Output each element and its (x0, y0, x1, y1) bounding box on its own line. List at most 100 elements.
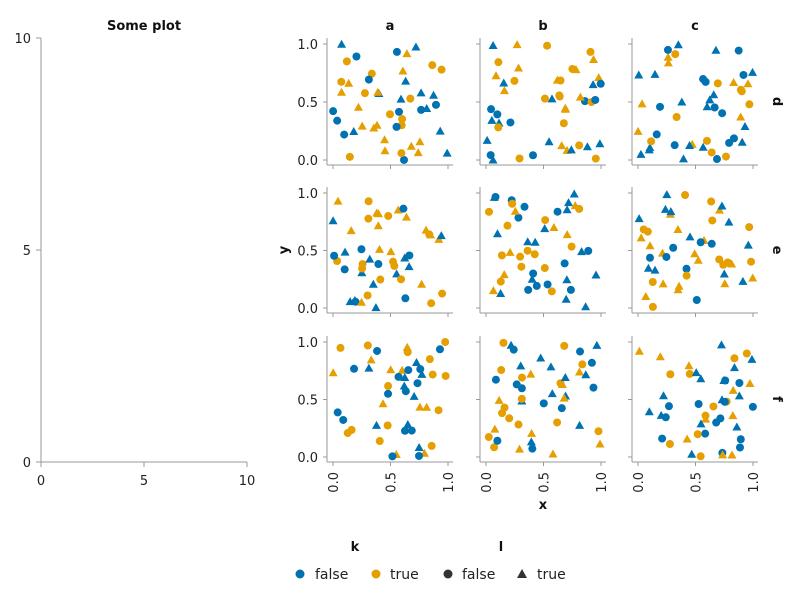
data-point-triangle (658, 279, 668, 288)
data-point-triangle (549, 222, 559, 231)
data-point-circle (560, 259, 569, 268)
data-point-circle (669, 243, 678, 252)
data-point-circle (656, 102, 665, 111)
data-point-circle (500, 403, 509, 412)
data-point-triangle (442, 148, 452, 157)
data-point-triangle (728, 385, 738, 394)
data-point-circle (693, 430, 702, 439)
data-point-triangle (716, 340, 726, 349)
data-point-circle (646, 253, 655, 262)
data-point-triangle (634, 346, 644, 355)
data-point-triangle (634, 70, 644, 79)
panel-x-tick-label: 1.0 (595, 472, 610, 493)
data-point-triangle (492, 229, 502, 238)
data-point-triangle (684, 361, 694, 370)
data-point-circle (484, 207, 493, 216)
data-point-circle (745, 100, 754, 109)
data-point-triangle (740, 122, 750, 131)
data-point-triangle (743, 240, 753, 249)
data-point-circle (734, 46, 743, 55)
data-point-triangle (663, 52, 673, 61)
data-point-triangle (547, 389, 557, 398)
panel-x-tick-label: 0.5 (385, 472, 400, 493)
data-point-triangle (705, 95, 715, 104)
data-point-triangle (575, 92, 585, 101)
data-point-triangle (397, 365, 407, 374)
data-point-triangle (663, 58, 673, 67)
data-point-circle (493, 110, 502, 119)
data-point-circle (486, 151, 495, 160)
data-point-circle (496, 277, 505, 286)
data-point-triangle (582, 142, 592, 151)
data-point-circle (520, 202, 529, 211)
data-point-triangle (487, 115, 497, 124)
data-point-circle (367, 69, 376, 78)
data-point-circle (398, 115, 407, 124)
data-point-circle (648, 278, 657, 287)
data-point-triangle (738, 276, 748, 285)
data-point-triangle (386, 247, 396, 256)
data-point-triangle (368, 279, 378, 288)
data-point-circle (517, 394, 526, 403)
data-point-triangle (644, 407, 654, 416)
data-point-circle (373, 346, 382, 355)
data-point-circle (435, 345, 444, 354)
facet-panel-c-d (628, 38, 758, 169)
panel-x-tick-label: 0.0 (632, 472, 647, 493)
data-point-circle (438, 289, 447, 298)
data-point-circle (364, 75, 373, 84)
data-point-circle (576, 347, 585, 356)
data-point-triangle (660, 204, 670, 213)
data-point-circle (556, 76, 565, 85)
data-point-circle (337, 77, 346, 86)
data-point-triangle (494, 395, 504, 404)
data-point-circle (339, 415, 348, 424)
data-point-circle (350, 364, 359, 373)
data-point-triangle (371, 303, 381, 312)
facet-panel-c-e (628, 187, 758, 317)
data-point-circle (735, 443, 744, 452)
data-point-circle (584, 246, 593, 255)
data-point-triangle (375, 244, 385, 253)
data-point-triangle (729, 78, 739, 87)
data-point-triangle (491, 71, 501, 80)
data-point-triangle (594, 73, 604, 82)
data-point-triangle (411, 42, 421, 51)
data-point-triangle (392, 269, 402, 278)
data-point-circle (434, 406, 443, 415)
left-x-tick-label: 0 (37, 474, 45, 489)
data-point-triangle (717, 201, 727, 210)
data-point-circle (494, 123, 503, 132)
data-point-circle (384, 382, 393, 391)
data-point-triangle (687, 449, 697, 458)
data-point-circle (388, 452, 397, 461)
data-point-circle (329, 107, 338, 116)
data-point-triangle (396, 94, 406, 103)
data-point-triangle (562, 275, 572, 284)
data-point-circle (441, 338, 450, 347)
data-point-triangle (595, 139, 605, 148)
data-point-triangle (727, 259, 737, 268)
data-point-circle (425, 230, 434, 239)
data-point-triangle (514, 63, 524, 72)
data-point-triangle (696, 374, 706, 383)
data-point-triangle (547, 94, 557, 103)
data-point-triangle (724, 217, 734, 226)
data-point-triangle (403, 419, 413, 428)
data-point-triangle (581, 370, 591, 379)
data-point-circle (392, 47, 401, 56)
data-point-triangle (349, 126, 359, 135)
data-point-circle (713, 79, 722, 88)
data-point-triangle (736, 112, 746, 121)
data-point-triangle (540, 224, 550, 233)
legend-k-true-label: true (390, 567, 419, 583)
data-point-circle (383, 421, 392, 430)
data-point-circle (399, 155, 408, 164)
facet-panel-b-f: 0.0 0.5 1.0 (476, 336, 610, 493)
data-point-circle (437, 65, 446, 74)
data-point-triangle (727, 450, 737, 459)
data-point-triangle (526, 437, 536, 446)
data-point-triangle (510, 206, 520, 215)
data-point-triangle (400, 372, 410, 381)
